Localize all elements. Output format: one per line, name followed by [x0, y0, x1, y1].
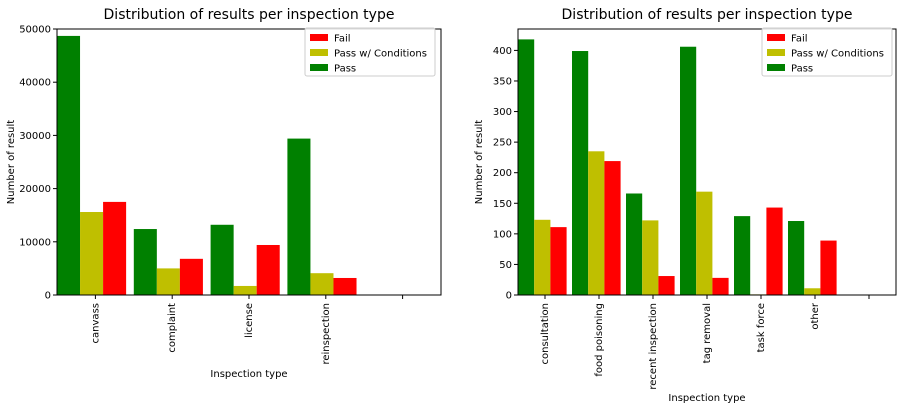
bar-fail-food-poisoning — [604, 161, 621, 295]
bar-fail-license — [256, 244, 280, 295]
bar-fail-tag-removal — [712, 277, 729, 295]
legend-label: Pass w/ Conditions — [334, 49, 427, 60]
x-axis-label: Inspection type — [210, 369, 287, 380]
bar-fail-task-force — [766, 207, 783, 295]
legend-label: Fail — [334, 34, 351, 45]
x-axis-label: Inspection type — [668, 393, 745, 404]
bar-fail-consultation — [550, 227, 567, 295]
bar-pass-reinspection — [287, 138, 311, 295]
x-tick-label: recent inspection — [648, 303, 659, 390]
bar-fail-complaint — [179, 258, 203, 295]
bar-pass-license — [210, 224, 234, 295]
x-tick-label: reinspection — [321, 303, 332, 365]
y-tick-label: 150 — [493, 199, 512, 210]
chart-title: Distribution of results per inspection t… — [104, 7, 395, 23]
bar-pass-canvass — [57, 35, 81, 295]
legend-swatch — [767, 49, 785, 56]
plot-frame — [56, 28, 442, 296]
x-tick-label: other — [810, 302, 821, 330]
bar-pass-consultation — [518, 39, 535, 295]
bar-pass-food-poisoning — [572, 51, 589, 295]
legend-swatch — [310, 34, 328, 41]
bar-pass-w-conditions-food-poisoning — [588, 151, 605, 295]
y-tick-label: 10000 — [19, 237, 51, 248]
bar-pass-w-conditions-recent-inspection — [642, 220, 659, 295]
y-tick-label: 50 — [499, 260, 512, 271]
y-tick-label: 400 — [493, 46, 512, 57]
bar-pass-w-conditions-reinspection — [310, 273, 334, 295]
bar-pass-w-conditions-other — [804, 288, 821, 295]
y-tick-label: 40000 — [19, 78, 51, 89]
bar-pass-w-conditions-tag-removal — [696, 191, 713, 295]
y-tick-label: 250 — [493, 138, 512, 149]
bar-pass-w-conditions-license — [233, 285, 257, 295]
y-tick-label: 30000 — [19, 131, 51, 142]
bar-pass-w-conditions-complaint — [156, 268, 180, 295]
legend-swatch — [310, 64, 328, 71]
x-tick-label: complaint — [167, 303, 178, 353]
x-tick-label: food poisoning — [594, 303, 605, 377]
bar-pass-w-conditions-consultation — [534, 219, 551, 295]
y-tick-label: 0 — [506, 291, 512, 302]
x-tick-label: task force — [756, 303, 767, 352]
legend: Fail Pass w/ Conditions Pass — [761, 27, 893, 77]
bar-pass-w-conditions-canvass — [80, 212, 104, 295]
legend-swatch — [767, 64, 785, 71]
y-tick-label: 20000 — [19, 184, 51, 195]
legend-label: Pass — [334, 64, 356, 75]
bar-pass-recent-inspection — [626, 193, 643, 295]
plot-frame — [517, 28, 897, 296]
bar-pass-task-force — [734, 216, 751, 295]
legend-label: Pass w/ Conditions — [791, 49, 884, 60]
bar-fail-recent-inspection — [658, 276, 675, 295]
chart-title: Distribution of results per inspection t… — [562, 7, 853, 23]
y-axis-label: Number of result — [474, 120, 485, 205]
legend-swatch — [310, 49, 328, 56]
bar-pass-tag-removal — [680, 46, 697, 295]
y-tick-label: 50000 — [19, 25, 51, 36]
legend-box — [761, 27, 893, 77]
y-axis-label: Number of result — [6, 120, 17, 205]
x-tick-label: consultation — [540, 303, 551, 364]
y-tick-label: 300 — [493, 107, 512, 118]
legend-label: Fail — [791, 34, 808, 45]
bar-fail-other — [820, 240, 837, 295]
chart-2: consultation food poisoning recent inspect… — [474, 7, 897, 404]
legend-swatch — [767, 34, 785, 41]
y-tick-label: 200 — [493, 168, 512, 179]
y-tick-label: 100 — [493, 229, 512, 240]
bar-fail-canvass — [103, 201, 127, 295]
chart-1: canvass complaint license reinspection 0 1000… — [6, 7, 442, 380]
x-tick-label: tag removal — [702, 303, 713, 363]
x-tick-label: license — [244, 303, 255, 338]
legend: Fail Pass w/ Conditions Pass — [304, 27, 436, 77]
x-tick-label: canvass — [90, 303, 101, 343]
legend-label: Pass — [791, 64, 813, 75]
y-tick-label: 350 — [493, 76, 512, 87]
bar-pass-complaint — [133, 229, 157, 295]
y-tick-label: 0 — [45, 291, 51, 302]
bar-fail-reinspection — [333, 277, 357, 295]
bar-pass-other — [788, 221, 805, 295]
legend-box — [304, 27, 436, 77]
